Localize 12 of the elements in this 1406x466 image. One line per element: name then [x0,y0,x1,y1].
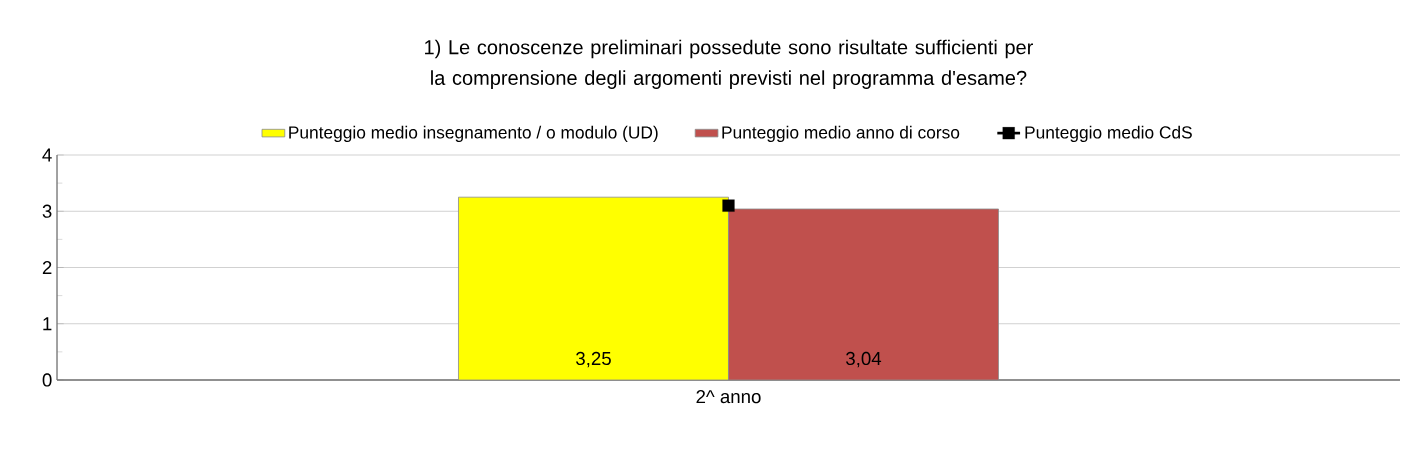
chart-title: 1) Le conoscenze preliminari possedute sono risultate sufficienti per la comprensione degli argomenti previsti nel programma d'esame? [425,39,1034,89]
y-tick-label: 1 [43,317,52,331]
data-label: 3,25 [576,351,611,368]
legend-label: Punteggio medio insegnamento / o modulo (UD) [289,125,658,142]
y-tick-label: 2 [42,260,52,274]
x-tick-label: 2^ anno [696,390,761,404]
y-tick-label: 0 [42,373,52,387]
data-label: 3,04 [846,351,882,368]
y-tick-label: 4 [42,148,52,162]
y-tick-label: 3 [42,204,52,218]
legend-label: Punteggio medio CdS [1025,125,1192,142]
legend-label: Punteggio medio anno di corso [722,125,960,142]
